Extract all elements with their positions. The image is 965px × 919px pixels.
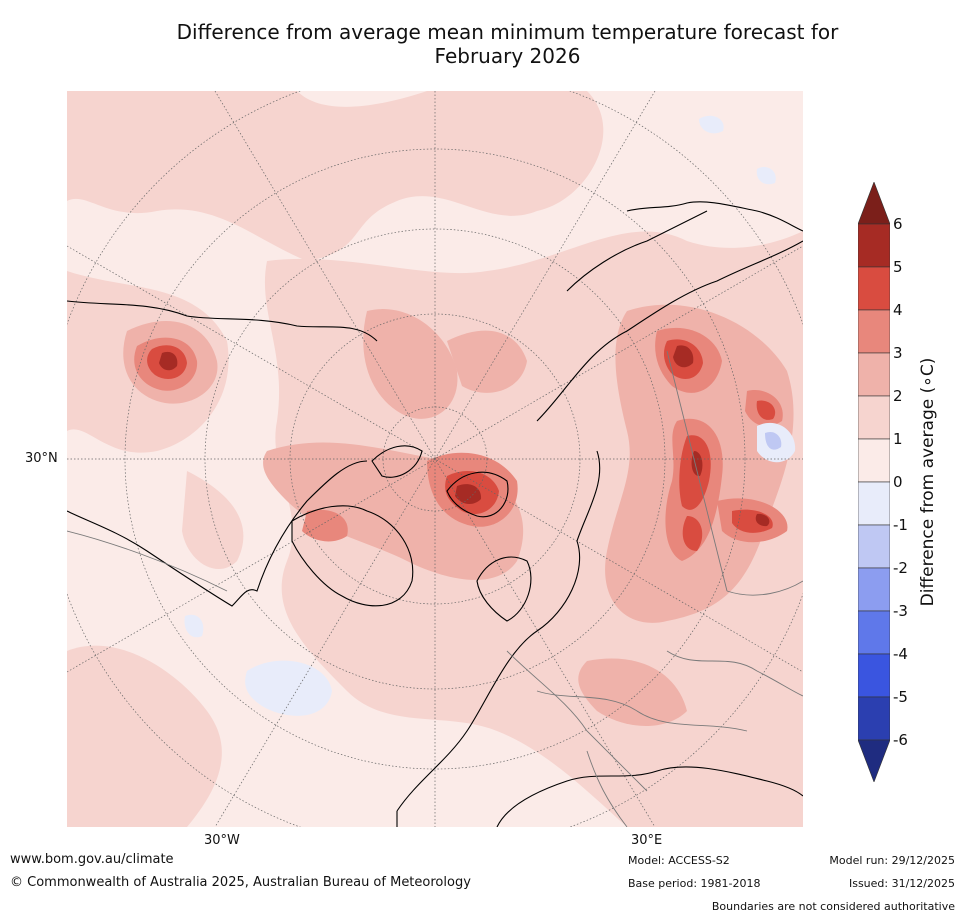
longitude-label-30w: 30°W — [204, 833, 240, 848]
colorbar-tick-label: 4 — [893, 301, 903, 319]
country-borders — [67, 350, 803, 827]
footer-copyright: © Commonwealth of Australia 2025, Austra… — [10, 875, 471, 890]
footer-website: www.bom.gov.au/climate — [10, 852, 174, 867]
colorbar — [858, 182, 890, 782]
longitude-label-30e: 30°E — [631, 833, 663, 848]
colorbar-bin — [858, 438, 890, 483]
colorbar-tick-label: 0 — [893, 473, 903, 491]
colorbar-bin — [858, 223, 890, 268]
colorbar-tick-label: -2 — [893, 559, 908, 577]
colorbar-tick-label: 2 — [893, 387, 903, 405]
colorbar-tick-label: -4 — [893, 645, 908, 663]
colorbar-bin — [858, 653, 890, 698]
colorbar-tick-label: 1 — [893, 430, 903, 448]
colorbar-tick-label: -1 — [893, 516, 908, 534]
colorbar-bin — [858, 309, 890, 354]
footer-issued: Issued: 31/12/2025 — [848, 877, 955, 890]
colorbar-bin — [858, 567, 890, 612]
colorbar-bin — [858, 610, 890, 655]
colorbar-tick-label: -5 — [893, 688, 908, 706]
colorbar-tick-label: 5 — [893, 258, 903, 276]
title-line-1: Difference from average mean minimum tem… — [176, 20, 839, 44]
colorbar-bin — [858, 266, 890, 311]
colorbar-tick-label: 6 — [893, 215, 903, 233]
footer-disclaimer: Boundaries are not considered authoritat… — [711, 900, 955, 913]
map-canvas — [67, 91, 803, 827]
colorbar-tick-label: 3 — [893, 344, 903, 362]
colorbar-tick-label: -3 — [893, 602, 908, 620]
colorbar-label: Difference from average (∘C) — [918, 357, 938, 607]
footer-base-period: Base period: 1981-2018 — [628, 877, 761, 890]
graticule — [67, 91, 803, 827]
latitude-label-30n: 30°N — [25, 451, 58, 466]
chart-title: Difference from average mean minimum tem… — [0, 20, 965, 68]
forecast-map — [67, 91, 803, 827]
colorbar-bin-bottom-arrow — [858, 739, 890, 782]
colorbar-bin — [858, 696, 890, 741]
footer-model-run: Model run: 29/12/2025 — [829, 854, 955, 867]
colorbar-bin — [858, 352, 890, 397]
colorbar-bin-top-arrow — [858, 182, 890, 225]
colorbar-bin — [858, 524, 890, 569]
anomaly-5-6-regions — [159, 345, 770, 527]
footer-model: Model: ACCESS-S2 — [628, 854, 730, 867]
anomaly-2-3-regions — [123, 304, 794, 726]
colorbar-tick-label: -6 — [893, 731, 908, 749]
title-line-2: February 2026 — [434, 44, 581, 68]
coastlines — [67, 201, 803, 827]
colorbar-bin — [858, 395, 890, 440]
below-average-patches — [184, 115, 796, 716]
colorbar-bin — [858, 481, 890, 526]
